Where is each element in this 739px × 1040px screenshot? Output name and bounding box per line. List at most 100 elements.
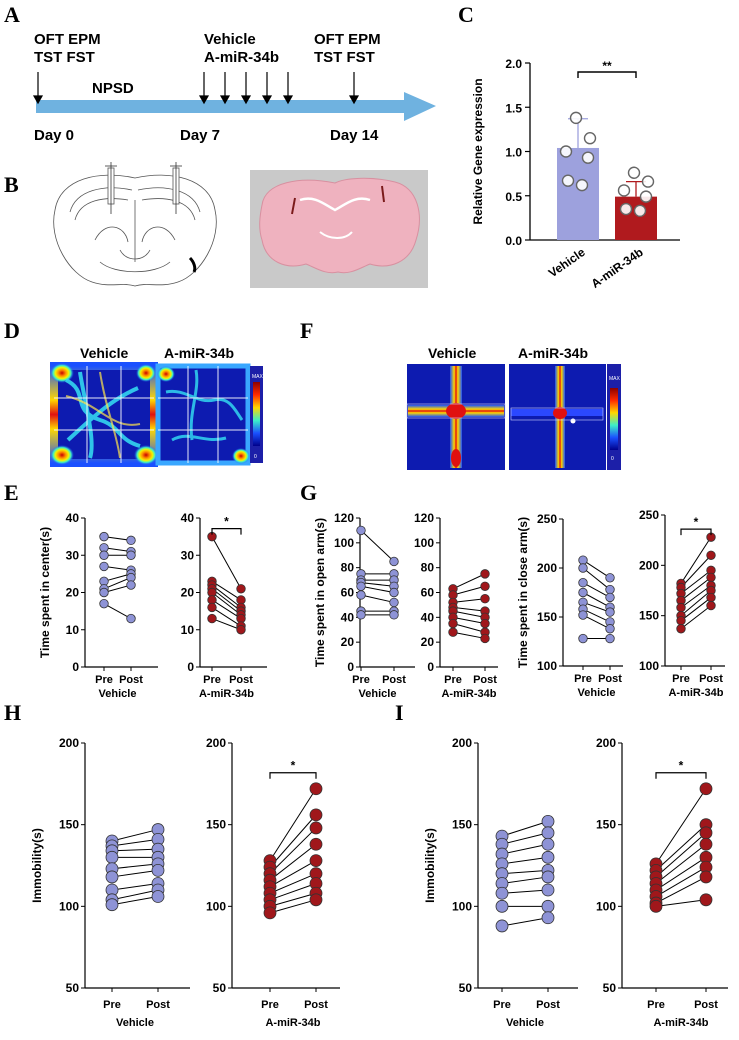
g3-pre-point bbox=[578, 578, 588, 588]
i1-pre-point bbox=[495, 919, 509, 933]
e1-ytick-label: 0 bbox=[72, 660, 79, 674]
g1-ytick-label: 80 bbox=[341, 561, 355, 575]
g2-post-point bbox=[480, 594, 490, 604]
e2-pair-line bbox=[211, 536, 242, 590]
e2-pre-point bbox=[207, 613, 217, 624]
g4-post-point bbox=[706, 550, 716, 560]
i2-post-point bbox=[699, 870, 713, 884]
h2-post-point bbox=[309, 821, 323, 835]
g2-pre-point bbox=[448, 618, 458, 629]
g3-pair-line bbox=[582, 582, 611, 598]
panel-letter-g: G bbox=[300, 480, 317, 505]
paired-chart-h2: 50 100 150 200 Pre Post A-miR-34b * bbox=[206, 736, 340, 1029]
arrow-treat-1 bbox=[198, 95, 210, 105]
tests-end-line1: OFT EPM bbox=[314, 31, 381, 48]
e1-ytick-label: 40 bbox=[66, 511, 80, 525]
h1-pre-point bbox=[105, 898, 119, 912]
paired-chart-i1: 50 100 150 200 Pre Post Vehicle Immobility(s) bbox=[423, 736, 578, 1029]
treatment-line1: Vehicle bbox=[204, 31, 256, 48]
g4-pair-line bbox=[680, 585, 712, 609]
i2-pair-line bbox=[655, 876, 707, 904]
panel-letter-h: H bbox=[4, 700, 21, 725]
e2-pair-line bbox=[211, 584, 242, 608]
g2-pair-line bbox=[452, 623, 486, 633]
paired-chart-g4: 100 150 200 250 Pre Post A-miR-34b * bbox=[639, 508, 725, 699]
e1-group-label: Vehicle bbox=[99, 688, 137, 700]
i2-ytick-label: 50 bbox=[603, 981, 617, 995]
c-bar-vehicle bbox=[557, 147, 599, 240]
heatmap-d-vehicle-label: Vehicle bbox=[80, 345, 128, 361]
timeline-bar bbox=[36, 100, 406, 113]
g3-xlabel-post: Post bbox=[598, 673, 622, 685]
brain-schematic bbox=[53, 162, 217, 287]
g1-pair-line bbox=[360, 585, 395, 593]
c-point bbox=[633, 204, 647, 217]
heatmap-d: Vehicle A-miR-34b bbox=[50, 345, 264, 467]
i2-significance-bracket bbox=[655, 772, 707, 779]
i1-post-point bbox=[541, 826, 555, 840]
i1-pre-point bbox=[495, 899, 509, 913]
heatmap-f-scale: MAX 0 bbox=[607, 364, 621, 470]
g2-xlabel-pre: Pre bbox=[444, 674, 462, 686]
h1-pair-line bbox=[111, 863, 159, 870]
heatmap-f-scale-min: 0 bbox=[611, 456, 614, 462]
g4-pair-line bbox=[680, 597, 712, 622]
arrow-treat-3 bbox=[240, 95, 252, 105]
h2-pair-line bbox=[269, 873, 317, 894]
c-ytick-label: 1.5 bbox=[505, 101, 522, 115]
e1-pre-point bbox=[99, 561, 109, 572]
heatmap-f-amir bbox=[509, 364, 606, 470]
h1-pair-line bbox=[111, 896, 159, 906]
g1-xlabel-pre: Pre bbox=[352, 674, 370, 686]
c-point bbox=[559, 145, 573, 158]
panel-letter-c: C bbox=[458, 2, 474, 27]
g1-ytick-label: 100 bbox=[334, 536, 354, 550]
e2-pair-line bbox=[211, 606, 242, 627]
h1-ylabel: Immobility(s) bbox=[30, 828, 44, 903]
g3-ytick-label: 150 bbox=[537, 610, 557, 624]
h1-ytick-label: 200 bbox=[59, 736, 79, 750]
g1-pre-point bbox=[356, 610, 366, 620]
h1-post-point bbox=[151, 890, 165, 903]
heatmap-d-scale-max: MAX bbox=[252, 374, 264, 380]
i2-post-point bbox=[699, 826, 713, 840]
arrow-day0 bbox=[32, 95, 44, 105]
paired-chart-g3: 100 150 200 250 Pre Post Vehicle Time spent in … bbox=[516, 512, 623, 699]
i1-post-point bbox=[541, 870, 555, 884]
g3-pair-line bbox=[582, 592, 611, 608]
h1-ytick-label: 150 bbox=[59, 818, 79, 832]
h2-pair-line bbox=[269, 882, 317, 901]
bar-chart-c: 0.0 0.5 1.0 1.5 2.0 Relative Gene expression V… bbox=[471, 57, 680, 291]
c-ytick-label: 0.5 bbox=[505, 190, 522, 204]
i1-pre-point bbox=[495, 886, 509, 900]
h2-ytick-label: 100 bbox=[206, 899, 226, 913]
g1-ytick-label: 20 bbox=[341, 635, 355, 649]
h2-pair-line bbox=[269, 899, 317, 914]
timeline-arrowhead bbox=[404, 92, 436, 121]
h2-pair-line bbox=[269, 788, 317, 861]
c-point bbox=[583, 132, 597, 145]
i1-xlabel-post: Post bbox=[536, 999, 560, 1011]
g4-ytick-label: 250 bbox=[639, 508, 659, 522]
e2-pair-line bbox=[211, 580, 242, 601]
e2-ytick-label: 0 bbox=[187, 660, 194, 674]
i2-pair-line bbox=[655, 899, 707, 907]
i2-group-label: A-miR-34b bbox=[653, 1017, 708, 1029]
e1-ytick-label: 10 bbox=[66, 623, 80, 637]
day7-label: Day 7 bbox=[180, 127, 220, 144]
g1-ytick-label: 60 bbox=[341, 586, 355, 600]
e2-significance: * bbox=[224, 515, 229, 529]
arrow-treat-2 bbox=[219, 95, 231, 105]
c-point bbox=[627, 166, 641, 179]
e1-pre-point bbox=[99, 550, 109, 560]
heatmap-d-amir bbox=[155, 363, 251, 466]
g3-post-point bbox=[605, 584, 615, 595]
i2-significance: * bbox=[679, 759, 684, 773]
g4-pair-line bbox=[680, 577, 712, 601]
h1-pair-line bbox=[111, 889, 159, 901]
e1-post-point bbox=[126, 613, 136, 624]
c-ytick-label: 0.0 bbox=[505, 234, 522, 248]
i1-group-label: Vehicle bbox=[506, 1017, 544, 1029]
e1-pre-point bbox=[99, 587, 109, 598]
g3-pre-point bbox=[578, 555, 588, 565]
